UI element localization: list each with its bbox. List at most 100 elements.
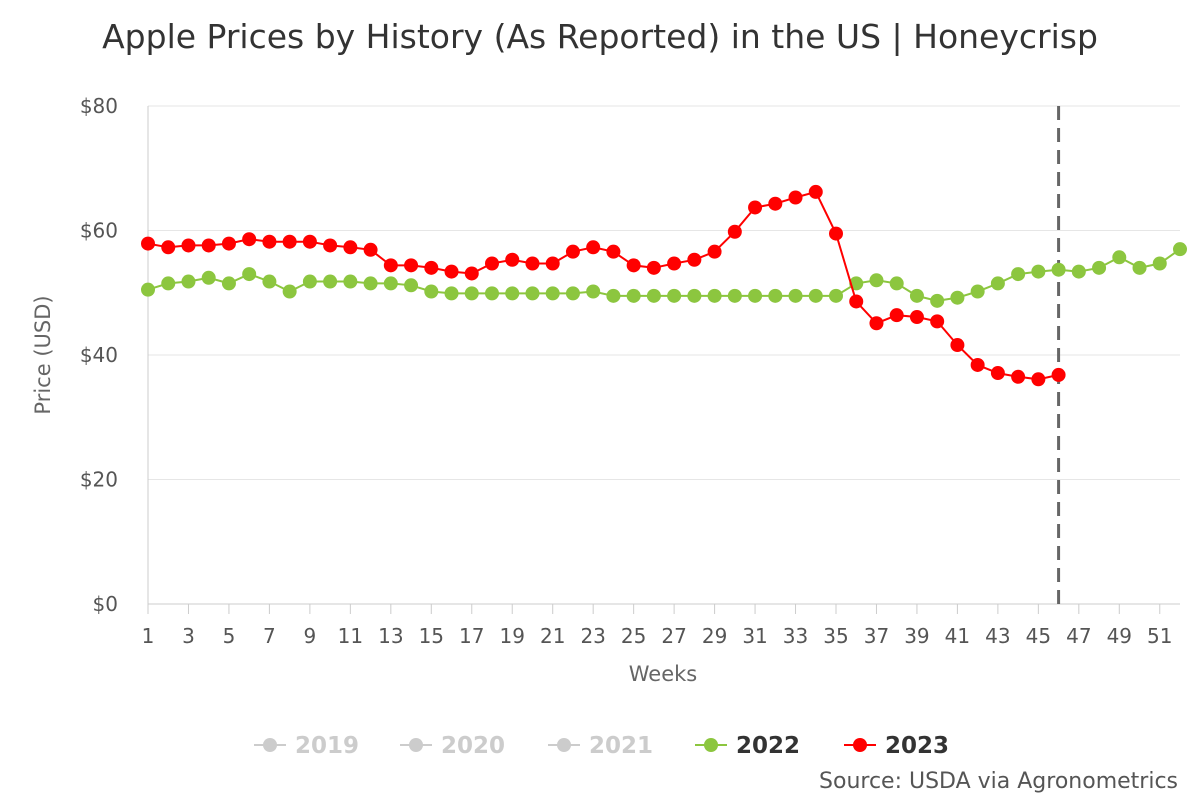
y-axis-title: Price (USD): [31, 295, 55, 414]
data-point-2022: [1092, 260, 1107, 275]
data-point-2023: [282, 234, 297, 249]
data-point-2023: [181, 238, 196, 253]
data-point-2022: [181, 274, 196, 289]
data-point-2022: [444, 286, 459, 301]
x-tick-label: 21: [540, 624, 565, 648]
y-tick-label: $60: [80, 219, 118, 243]
x-tick-label: 3: [182, 624, 195, 648]
data-point-2022: [687, 288, 702, 303]
x-tick-label: 5: [223, 624, 236, 648]
data-point-2022: [869, 273, 884, 288]
data-point-2022: [909, 288, 924, 303]
data-point-2023: [1031, 372, 1046, 387]
x-tick-label: 33: [783, 624, 808, 648]
data-point-2022: [1173, 242, 1187, 257]
x-tick-label: 25: [621, 624, 646, 648]
data-point-2022: [404, 278, 419, 293]
data-point-2022: [242, 267, 257, 282]
legend-label-2023: 2023: [885, 733, 949, 759]
data-point-2022: [990, 276, 1005, 291]
axes: $0$20$40$60$801 3 5 7 9 11 13 15 17 19 21 23 25 27 29 3…: [80, 94, 1180, 648]
legend-item-2021[interactable]: 2021: [548, 733, 653, 759]
legend: 2019 2020 2021 2022 2023: [254, 733, 949, 759]
data-point-2022: [1051, 262, 1066, 277]
legend-marker-2023: [853, 738, 867, 752]
series-line-2022: [147, 248, 1181, 302]
data-point-2023: [930, 314, 945, 329]
x-tick-label: 51: [1147, 624, 1172, 648]
data-point-2023: [667, 256, 682, 271]
data-point-2022: [221, 276, 236, 291]
x-tick-label: 31: [742, 624, 767, 648]
data-point-2023: [768, 196, 783, 211]
data-point-2022: [646, 288, 661, 303]
x-tick-label: 15: [419, 624, 444, 648]
x-tick-label: 19: [500, 624, 525, 648]
x-tick-label: 17: [459, 624, 484, 648]
legend-item-2023[interactable]: 2023: [844, 733, 949, 759]
data-point-2023: [141, 236, 155, 251]
data-point-2022: [829, 288, 843, 303]
data-point-2022: [282, 284, 297, 299]
data-point-2023: [748, 200, 763, 215]
data-point-2023: [323, 238, 338, 253]
legend-item-2019[interactable]: 2019: [254, 733, 359, 759]
data-point-2022: [586, 284, 601, 299]
x-tick-label: 23: [580, 624, 605, 648]
data-point-2023: [505, 252, 520, 267]
data-point-2022: [323, 274, 338, 289]
x-tick-label: 27: [661, 624, 686, 648]
data-point-2023: [1011, 369, 1026, 384]
chart-title: Apple Prices by History (As Reported) in…: [102, 17, 1098, 56]
x-tick-label: 11: [338, 624, 363, 648]
legend-item-2020[interactable]: 2020: [400, 733, 505, 759]
data-point-2022: [161, 276, 176, 291]
data-point-2023: [889, 308, 904, 323]
data-point-2022: [1031, 264, 1046, 279]
x-tick-label: 9: [304, 624, 317, 648]
data-point-2023: [646, 260, 661, 275]
data-point-2023: [970, 357, 985, 372]
data-point-2023: [788, 190, 803, 205]
data-point-2023: [383, 258, 398, 273]
legend-marker-2020: [409, 738, 423, 752]
data-point-2022: [383, 276, 398, 291]
x-tick-label: 43: [985, 624, 1010, 648]
legend-label-2021: 2021: [589, 733, 653, 759]
data-point-2022: [1132, 260, 1147, 275]
data-point-2022: [343, 274, 358, 289]
legend-marker-2021: [557, 738, 571, 752]
data-point-2023: [161, 240, 176, 255]
data-point-2022: [950, 290, 965, 305]
x-tick-label: 49: [1107, 624, 1132, 648]
data-point-2022: [262, 274, 277, 289]
x-tick-label: 29: [702, 624, 727, 648]
data-point-2023: [404, 258, 419, 273]
series-2023: [141, 184, 1066, 387]
x-tick-label: 7: [263, 624, 276, 648]
data-point-2022: [808, 288, 823, 303]
data-point-2022: [1011, 267, 1026, 282]
legend-label-2022: 2022: [736, 733, 800, 759]
data-point-2023: [242, 232, 257, 247]
series-2022: [141, 242, 1187, 308]
data-point-2023: [687, 252, 702, 267]
data-point-2023: [363, 242, 378, 257]
y-tick-label: $0: [93, 592, 118, 616]
data-point-2023: [727, 224, 742, 239]
source-note: Source: USDA via Agronometrics: [819, 769, 1178, 794]
data-point-2022: [565, 286, 580, 301]
grid-lines: [148, 105, 1180, 480]
data-point-2022: [788, 288, 803, 303]
data-point-2022: [727, 288, 742, 303]
data-point-2022: [141, 282, 155, 297]
legend-item-2022[interactable]: 2022: [695, 733, 800, 759]
data-point-2022: [667, 288, 682, 303]
data-point-2023: [849, 294, 864, 309]
y-tick-label: $40: [80, 343, 118, 367]
series-line-2023: [147, 190, 1059, 381]
data-point-2023: [424, 260, 439, 275]
data-point-2022: [485, 286, 499, 301]
data-point-2023: [565, 244, 580, 259]
